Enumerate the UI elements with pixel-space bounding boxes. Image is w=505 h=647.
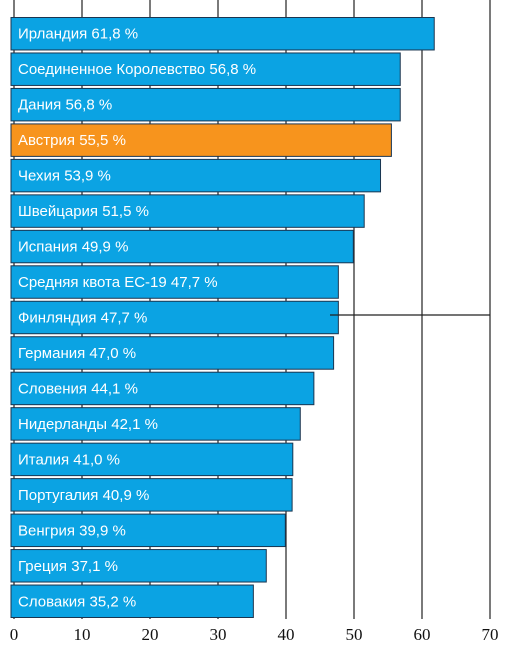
- bar-label: Венгрия 39,9 %: [18, 522, 126, 539]
- bar-label: Португалия 40,9 %: [18, 487, 149, 504]
- value-label: 47,0 %: [89, 345, 136, 362]
- category-label: Средняя квота ЕС-19: [18, 274, 171, 291]
- value-label: 51,5 %: [102, 203, 149, 220]
- x-tick-label: 50: [346, 625, 363, 644]
- bar: [10, 407, 301, 441]
- category-label: Соединенное Королевство: [18, 61, 205, 78]
- bar-label: Словакия 35,2 %: [18, 593, 136, 610]
- bar-label: Швейцария 51,5 %: [18, 203, 149, 220]
- category-label: Германия: [18, 345, 85, 362]
- x-tick-label: 70: [482, 625, 499, 644]
- bar: [10, 194, 365, 228]
- bar-label: Средняя квота ЕС-19 47,7 %: [18, 274, 218, 291]
- category-label: Испания: [18, 239, 78, 256]
- category-label: Словакия: [18, 593, 85, 610]
- category-label: Словения: [18, 380, 87, 397]
- bar: [10, 87, 401, 122]
- category-label: Дания: [18, 97, 61, 114]
- value-label: 61,8 %: [91, 26, 138, 43]
- category-label: Италия: [18, 451, 69, 468]
- bar: [10, 584, 254, 619]
- bar-label: Нидерланды 42,1 %: [18, 416, 158, 433]
- value-label: 37,1 %: [71, 558, 118, 575]
- bar-label: Соединенное Королевство 56,8 %: [18, 61, 256, 78]
- bar-label: Испания 49,9 %: [18, 239, 128, 256]
- bar-label: Словения 44,1 %: [18, 380, 138, 397]
- value-label: 42,1 %: [111, 416, 158, 433]
- value-label: 41,0 %: [73, 451, 120, 468]
- value-label: 39,9 %: [79, 522, 126, 539]
- value-label: 35,2 %: [89, 593, 136, 610]
- category-label: Ирландия: [18, 26, 87, 43]
- x-tick-label: 40: [278, 625, 295, 644]
- value-label: 44,1 %: [91, 380, 138, 397]
- x-tick-label: 30: [210, 625, 227, 644]
- bar: [10, 371, 315, 406]
- bar-label: Германия 47,0 %: [18, 345, 136, 362]
- value-label: 49,9 %: [82, 239, 129, 256]
- bar-label: Австрия 55,5 %: [18, 132, 126, 149]
- x-tick-label: 0: [10, 625, 19, 644]
- bar: [10, 549, 267, 583]
- category-label: Нидерланды: [18, 416, 107, 433]
- bar-label: Греция 37,1 %: [18, 558, 118, 575]
- bar: [10, 513, 286, 548]
- category-label: Венгрия: [18, 522, 75, 539]
- bar: [10, 265, 339, 299]
- bar: [10, 442, 294, 477]
- bar: [10, 336, 335, 370]
- bar-label: Ирландия 61,8 %: [18, 26, 138, 43]
- bar: [10, 300, 339, 335]
- bar-label: Финляндия 47,7 %: [18, 309, 147, 326]
- bar: [10, 158, 382, 193]
- category-label: Чехия: [18, 168, 60, 185]
- bar: [10, 229, 354, 264]
- x-tick-label: 60: [414, 625, 431, 644]
- bar-label: Дания 56,8 %: [18, 97, 112, 114]
- value-label: 55,5 %: [79, 132, 126, 149]
- bar: [10, 123, 392, 157]
- value-label: 56,8 %: [65, 97, 112, 114]
- bar: [10, 52, 401, 86]
- category-label: Финляндия: [18, 309, 96, 326]
- value-label: 56,8 %: [209, 61, 256, 78]
- bar-label: Чехия 53,9 %: [18, 168, 111, 185]
- category-label: Португалия: [18, 487, 98, 504]
- bar: [10, 478, 293, 512]
- bar: [10, 17, 435, 51]
- category-label: Швейцария: [18, 203, 98, 220]
- value-label: 40,9 %: [103, 487, 150, 504]
- category-label: Австрия: [18, 132, 75, 149]
- x-tick-label: 20: [142, 625, 159, 644]
- value-label: 53,9 %: [64, 168, 111, 185]
- bar-label: Италия 41,0 %: [18, 451, 120, 468]
- value-label: 47,7 %: [101, 309, 148, 326]
- x-tick-label: 10: [74, 625, 91, 644]
- category-label: Греция: [18, 558, 67, 575]
- value-label: 47,7 %: [171, 274, 218, 291]
